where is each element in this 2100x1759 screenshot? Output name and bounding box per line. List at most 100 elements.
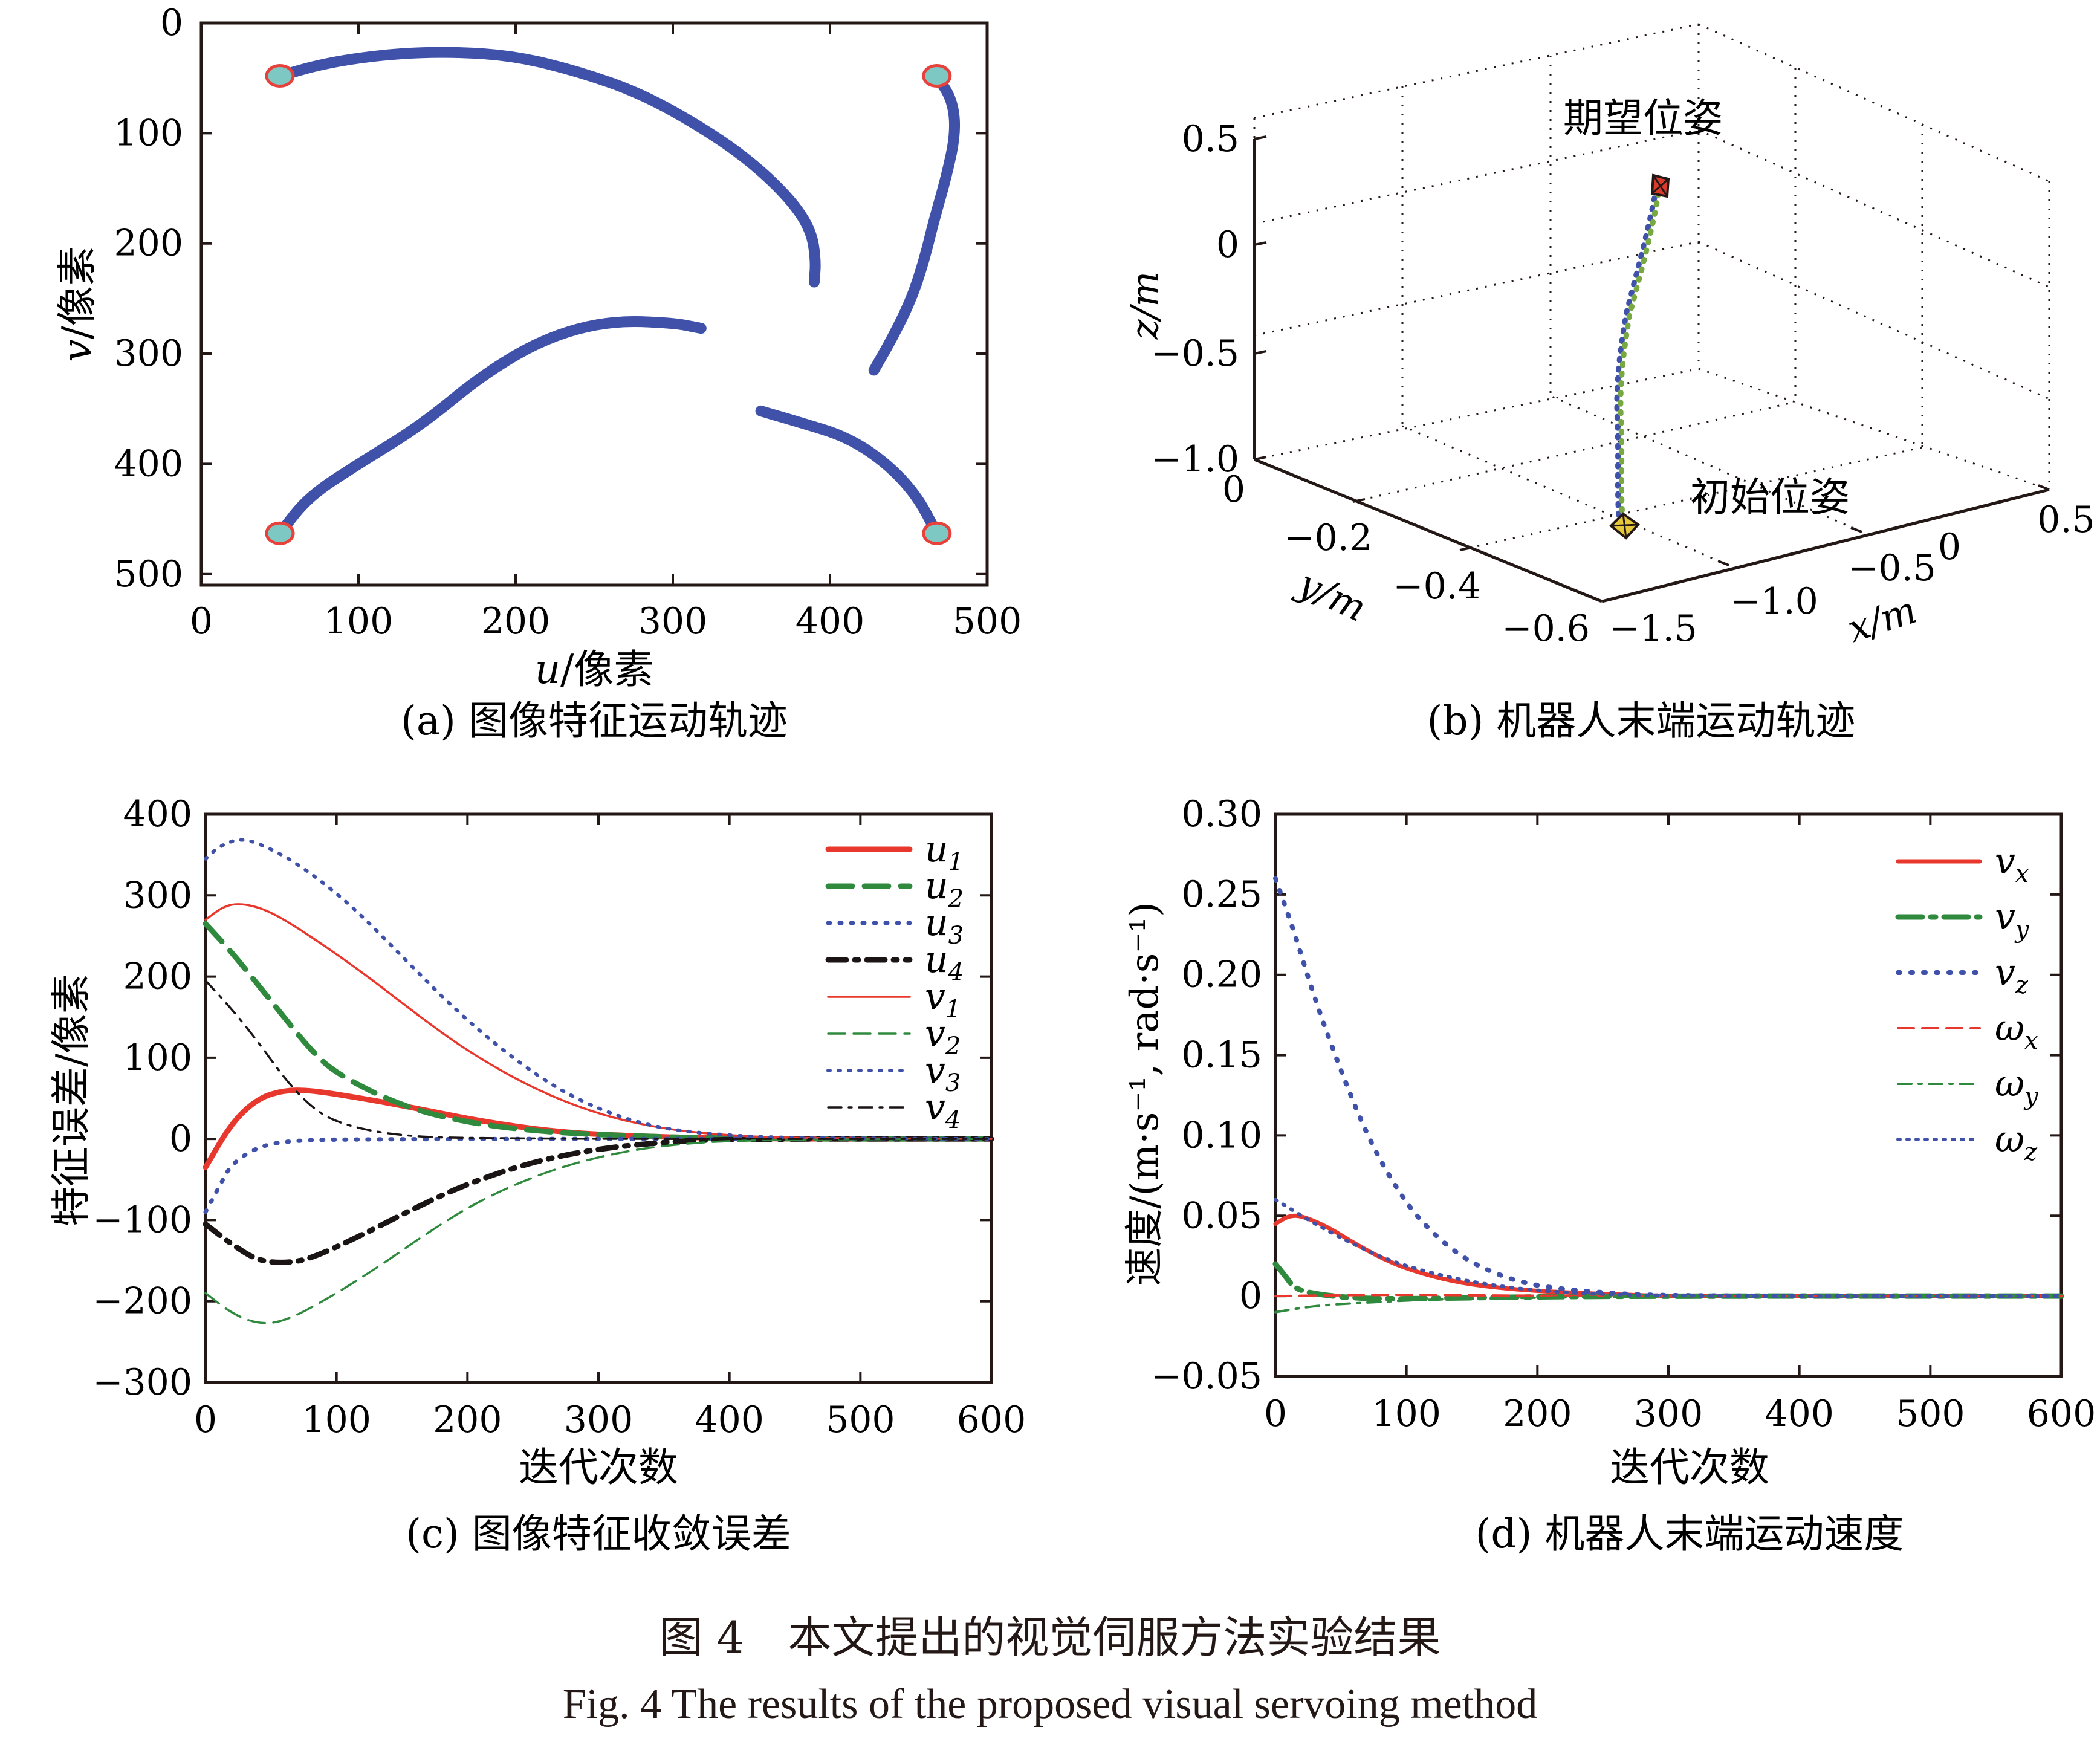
panel-d-legend-label-6: ωz (1995, 1118, 2038, 1166)
panel-c-legend-label-7: v3 (925, 1049, 961, 1097)
panel-d-ytick-label: 0.10 (1181, 1114, 1262, 1156)
panel-a-ytick-label: 100 (114, 112, 183, 154)
panel-b-ztick-neg1.0: −1.0 (1151, 438, 1239, 481)
panel-d-ytick-label: −0.05 (1151, 1355, 1262, 1398)
panel-b-xtick-neg1.5: −1.5 (1609, 607, 1697, 650)
panel-a-xtick-label: 400 (796, 600, 865, 643)
panel-a-xlabel: u/像素 (535, 646, 654, 693)
panel-c-ytick-label: 300 (123, 874, 192, 916)
panel-a-plot-frame (199, 21, 989, 587)
panel-b-ytick-neg0.4: −0.4 (1393, 565, 1481, 607)
panel-d-subtitle: (d) 机器人末端运动速度 (1476, 1511, 1904, 1557)
figure-caption-zh: 图 4 本文提出的视觉伺服方法实验结果 (659, 1612, 1441, 1663)
panel-c-ytick-label: 100 (123, 1037, 192, 1079)
panel-c-plot-frame (204, 812, 993, 1384)
panel-d-ticks: 0 100 200 300 400 500 600 0.30 0.25 0.20 0.15 0.10 0… (1151, 793, 2096, 1435)
panel-c-xtick-label: 400 (695, 1399, 764, 1441)
panel-a-markers (265, 64, 952, 545)
panel-a-ytick-label: 400 (114, 442, 183, 485)
panel-b-trajectory-blue (1614, 186, 1659, 530)
panel-c-xlabel: 迭代次数 (519, 1444, 678, 1491)
panel-d-ytick-label: 0.20 (1181, 954, 1262, 996)
panel-a-ytick-label: 0 (160, 2, 183, 44)
panel-c-ticks: 0 100 200 300 400 500 600 400 300 200 100 0 −100 −200… (92, 793, 1026, 1441)
panel-d-legend-label-1: vx (1995, 840, 2029, 888)
panel-c-series-u1 (203, 1087, 994, 1170)
panel-c-ytick-label: 0 (169, 1118, 192, 1160)
panel-b-grid (1253, 23, 2050, 603)
panel-a-xtick-label: 500 (953, 600, 1022, 643)
panel-d-lines (1272, 876, 2064, 1314)
panel-c-xtick-label: 500 (826, 1399, 895, 1441)
panel-d-legend-label-5: ωy (1995, 1063, 2039, 1110)
panel-d-legend-label-4: ωx (1995, 1007, 2038, 1055)
panel-d-series-vx (1273, 1213, 2064, 1298)
panel-c-lines (203, 838, 994, 1324)
panel-c-xtick-label: 300 (564, 1399, 634, 1441)
panel-d-plot-frame (1274, 812, 2063, 1378)
panel-d-legend-label-3: vz (1995, 951, 2029, 999)
panel-c-xtick-label: 600 (957, 1399, 1026, 1441)
panel-c-series-v2 (204, 1138, 993, 1324)
panel-d-xtick-label: 0 (1264, 1393, 1287, 1435)
panel-b: 0.5 0 −0.5 −1.0 z/m 0 −0.2 −0.4 −0.6 y/m… (1123, 23, 2095, 744)
panel-a-trajectory-3 (274, 316, 707, 539)
panel-c: 0 100 200 300 400 500 600 400 300 200 100 0 −100 −200… (48, 793, 1026, 1557)
panel-a-xtick-label: 0 (190, 600, 213, 643)
panel-a-trajectory-1 (274, 47, 821, 288)
panel-c-series-u2 (203, 921, 994, 1142)
panel-d-ytick-label: 0 (1239, 1275, 1262, 1317)
panel-a-ytick-label: 200 (114, 222, 183, 265)
panel-a-xtick-label: 200 (481, 600, 551, 643)
panel-d-xtick-label: 600 (2027, 1393, 2096, 1435)
panel-b-ytick-neg0.6: −0.6 (1502, 607, 1590, 650)
panel-b-ztick-neg0.5: −0.5 (1151, 332, 1239, 375)
panel-c-legend-label-3: u3 (925, 902, 964, 950)
panel-c-legend-label-5: v1 (925, 976, 961, 1023)
panel-b-ytick-neg0.2: −0.2 (1284, 517, 1372, 559)
panel-c-xtick-label: 100 (302, 1399, 371, 1441)
panel-c-subtitle: (c) 图像特征收敛误差 (406, 1511, 791, 1557)
figure-caption-en: Fig. 4 The results of the proposed visua… (562, 1681, 1538, 1728)
panel-a-marker-1 (265, 64, 295, 88)
panel-a-trajectories (274, 47, 961, 539)
panel-d-series-vz (1273, 876, 2064, 1299)
panel-b-annotation-initial: 初始位姿 (1690, 474, 1850, 520)
panel-b-xtick-neg1.0: −1.0 (1730, 580, 1818, 623)
panel-b-xtick-0: 0 (1938, 526, 1961, 568)
panel-b-ylabel: y/m (1290, 560, 1373, 630)
panel-c-xtick-label: 0 (194, 1399, 217, 1441)
panel-c-ylabel: 特征误差/像素 (48, 974, 94, 1226)
panel-d-ytick-label: 0.25 (1181, 873, 1262, 916)
panel-b-initial-pose-marker (1609, 512, 1640, 540)
panel-b-ytick-0: 0 (1222, 468, 1245, 511)
panel-b-ztick-0: 0 (1216, 224, 1239, 266)
panel-b-zlabel: z/m (1123, 271, 1167, 340)
panel-b-annotation-desired: 期望位姿 (1563, 95, 1723, 141)
panel-c-ytick-label: −300 (92, 1361, 192, 1404)
panel-c-ytick-label: −200 (92, 1280, 192, 1323)
panel-c-legend-label-2: u2 (925, 865, 964, 913)
panel-c-ytick-label: −100 (92, 1199, 192, 1241)
panel-c-legend-label-1: u1 (925, 828, 964, 876)
panel-b-xtick-neg0.5: −0.5 (1848, 547, 1936, 589)
panel-d-xtick-label: 400 (1765, 1393, 1834, 1435)
panel-b-xlabel: x/m (1842, 588, 1922, 651)
panel-c-ytick-label: 400 (123, 793, 192, 835)
panel-c-series-v4 (204, 979, 993, 1140)
panel-b-xtick-0.5: 0.5 (2037, 499, 2095, 541)
panel-c-legend-label-6: v2 (925, 1012, 961, 1060)
panel-d-xlabel: 迭代次数 (1610, 1444, 1769, 1491)
panel-d: 0 100 200 300 400 500 600 0.30 0.25 0.20 0.15 0.10 0… (1123, 793, 2096, 1557)
panel-c-series-u4 (203, 1136, 994, 1265)
panel-d-ytick-label: 0.15 (1181, 1034, 1262, 1077)
panel-a-marker-4 (922, 521, 952, 545)
panel-d-ytick-label: 0.30 (1181, 793, 1262, 835)
panel-c-series-u3 (203, 1136, 994, 1214)
panel-d-ytick-label: 0.05 (1181, 1194, 1262, 1237)
panel-b-tick-marks (1254, 135, 2050, 566)
panel-a-xtick-label: 100 (324, 600, 394, 643)
